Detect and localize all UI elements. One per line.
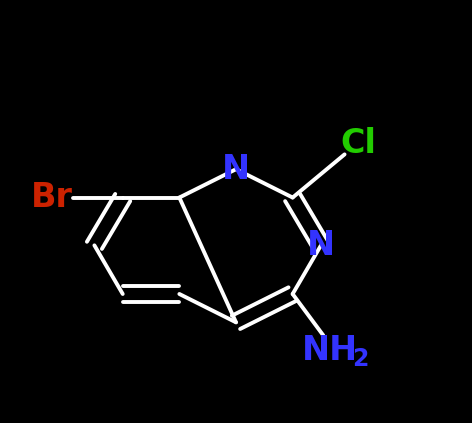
Text: N: N <box>222 153 250 186</box>
Text: Br: Br <box>31 181 73 214</box>
Text: Cl: Cl <box>341 127 377 160</box>
Text: N: N <box>307 229 335 262</box>
Text: 2: 2 <box>352 347 368 371</box>
Text: NH: NH <box>303 334 358 367</box>
